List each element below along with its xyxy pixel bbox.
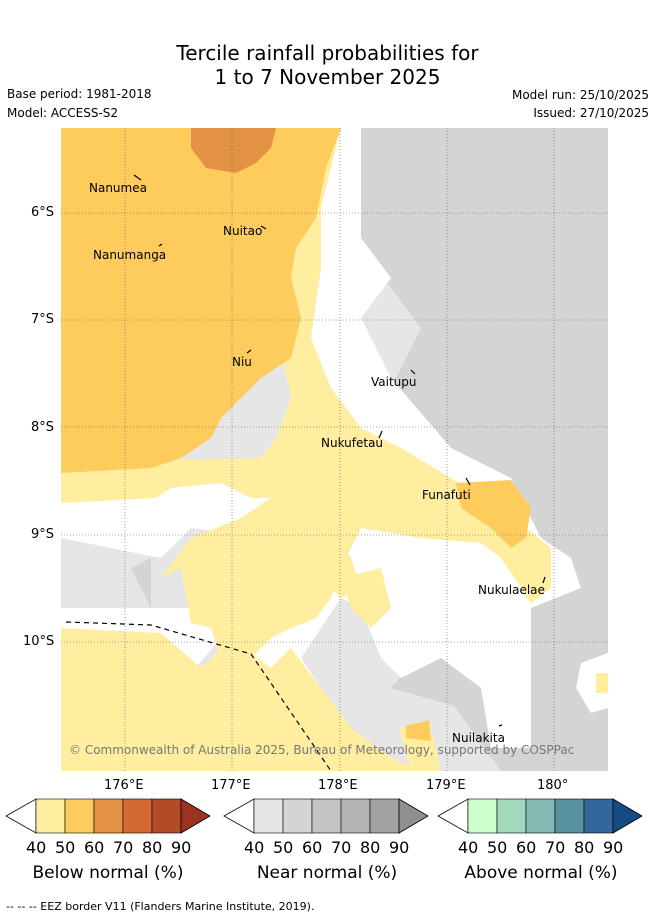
below-normal-50-northwest <box>61 128 341 473</box>
near-normal-50-blob <box>131 558 151 608</box>
copyright: © Commonwealth of Australia 2025, Bureau… <box>69 743 574 757</box>
no-signal-buffer-southeast <box>576 653 608 713</box>
colorbar-tick-label: 90 <box>171 838 192 857</box>
model-name: Model: ACCESS-S2 <box>7 106 119 120</box>
base-period: Base period: 1981-2018 <box>7 87 152 101</box>
colorbar-under-triangle <box>437 798 469 834</box>
colorbar-label-below: Below normal (%) <box>32 863 184 883</box>
lat-tick-6: 6°S <box>31 205 55 220</box>
lon-tick-178: 178°E <box>318 778 358 793</box>
colorbar-over-triangle <box>398 798 429 834</box>
below-normal-40-south <box>61 628 421 771</box>
colorbar-segment <box>369 798 400 834</box>
near-normal-50-east <box>361 128 608 771</box>
colorbar-segment <box>340 798 371 834</box>
place-nuilakita: Nuilakita <box>452 731 505 745</box>
place-funafuti: Funafuti <box>422 488 471 502</box>
colorbar-segment <box>64 798 95 834</box>
colorbars <box>5 798 643 834</box>
below-normal-40-mid-lobe <box>291 508 361 598</box>
rainfall-map: Nanumea Nuitao Nanumanga Niu Vaitupu Nuk… <box>61 128 608 771</box>
graticule <box>61 128 608 771</box>
island-marks <box>133 174 546 727</box>
colorbar-tick-label: 80 <box>360 838 381 857</box>
lon-tick-179: 179°E <box>426 778 466 793</box>
below-normal-40-east-patch <box>596 673 608 693</box>
colorbar-tick-label: 40 <box>244 838 265 857</box>
footer-eez-note: -- -- -- EEZ border V11 (Flanders Marine… <box>6 900 315 913</box>
colorbar-segment <box>554 798 585 834</box>
place-nukufetau: Nukufetau <box>321 436 383 450</box>
colorbar-tick-label: 70 <box>113 838 134 857</box>
below-normal-40-mid-east-lobe <box>341 568 391 628</box>
colorbar-segment <box>253 798 284 834</box>
colorbar-tick-label: 60 <box>84 838 105 857</box>
below-normal-40-central <box>61 128 551 688</box>
lon-tick-180: 180° <box>537 778 569 793</box>
lon-tick-177: 177°E <box>211 778 251 793</box>
title-line-1: Tercile rainfall probabilities for <box>176 41 479 65</box>
below-normal-50-south-patch <box>406 720 431 741</box>
below-normal-50-funafuti <box>456 480 531 548</box>
colorbar-segment <box>525 798 556 834</box>
colorbar-segment <box>282 798 313 834</box>
colorbar-segment <box>467 798 498 834</box>
colorbar-tick-label: 80 <box>574 838 595 857</box>
place-niu: Niu <box>232 355 252 369</box>
colorbar-tick-label: 60 <box>516 838 537 857</box>
colorbar-tick-label: 60 <box>302 838 323 857</box>
colorbar-over-triangle <box>180 798 211 834</box>
colorbar-segment <box>122 798 153 834</box>
title-line-2: 1 to 7 November 2025 <box>214 65 441 89</box>
colorbar-segment <box>311 798 342 834</box>
colorbar-segment <box>151 798 182 834</box>
colorbar-tick-label: 40 <box>458 838 479 857</box>
lat-tick-7: 7°S <box>31 312 55 327</box>
colorbar-label-near: Near normal (%) <box>256 863 398 883</box>
colorbar-tick-label: 40 <box>26 838 47 857</box>
colorbar-segment <box>93 798 124 834</box>
colorbar-above-normal <box>437 798 643 834</box>
below-normal-60-north <box>191 128 276 173</box>
colorbar-tick-label: 90 <box>603 838 624 857</box>
lat-tick-10: 10°S <box>23 634 55 649</box>
colorbar-over-triangle <box>612 798 643 834</box>
place-vaitupu: Vaitupu <box>371 375 417 389</box>
colorbar-tick-label: 70 <box>331 838 352 857</box>
issued-date: Issued: 27/10/2025 <box>533 106 649 120</box>
colorbar-tick-label: 80 <box>142 838 163 857</box>
lon-tick-176: 176°E <box>104 778 144 793</box>
eez-border <box>65 621 332 771</box>
colorbar-tick-label: 90 <box>389 838 410 857</box>
colorbar-below-normal <box>5 798 211 834</box>
colorbar-tick-label: 50 <box>487 838 508 857</box>
colorbar-under-triangle <box>5 798 37 834</box>
colorbar-segment <box>496 798 527 834</box>
colorbar-label-above: Above normal (%) <box>464 863 618 883</box>
lat-tick-9: 9°S <box>31 527 55 542</box>
place-nanumea: Nanumea <box>89 181 147 195</box>
place-nuitao: Nuitao <box>223 224 262 238</box>
colorbar-under-triangle <box>223 798 255 834</box>
colorbar-segment <box>583 798 614 834</box>
place-nukulaelae: Nukulaelae <box>478 583 545 597</box>
lat-tick-8: 8°S <box>31 420 55 435</box>
colorbar-tick-label: 70 <box>545 838 566 857</box>
colorbar-near-normal <box>223 798 429 834</box>
below-normal-40-southwest-lobe <box>211 548 261 618</box>
colorbar-segment <box>35 798 66 834</box>
model-run: Model run: 25/10/2025 <box>511 88 649 102</box>
place-nanumanga: Nanumanga <box>93 248 166 262</box>
colorbar-tick-label: 50 <box>55 838 76 857</box>
colorbar-tick-label: 50 <box>273 838 294 857</box>
